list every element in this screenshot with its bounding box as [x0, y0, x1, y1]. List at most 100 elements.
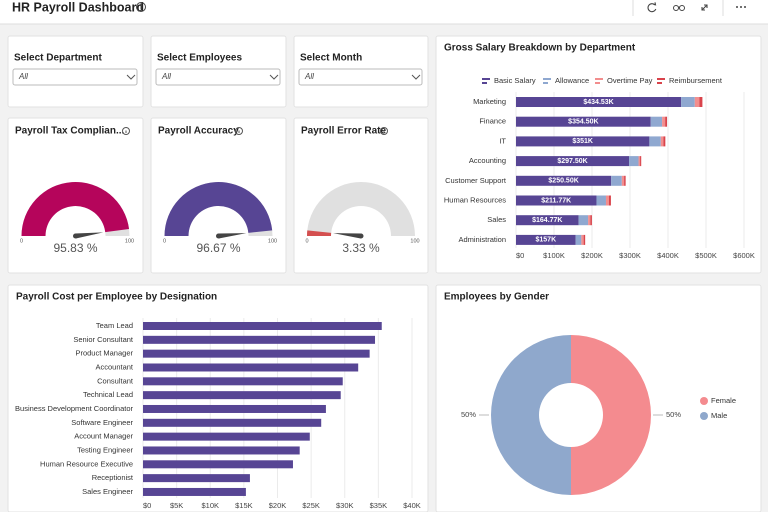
y-tick-label: Receptionist [92, 473, 134, 482]
legend-label[interactable]: Female [711, 396, 736, 405]
bar-segment [694, 97, 700, 107]
chart-title: Payroll Accuracy [158, 126, 239, 137]
y-tick-label: Accounting [469, 156, 506, 165]
bar-segment [516, 116, 651, 127]
legend-label[interactable]: Male [711, 411, 727, 420]
legend-label[interactable]: Basic Salary [494, 76, 536, 85]
legend-marker [700, 412, 708, 420]
gauge-value-label: 3.33 % [342, 241, 380, 255]
legend-swatch [595, 78, 603, 80]
data-label: $354.50K [568, 119, 598, 126]
header-bar [0, 0, 768, 24]
legend-swatch [657, 78, 665, 80]
gauge-needle-hub [358, 233, 364, 239]
chart-title: Payroll Error Rate [301, 126, 386, 137]
gauge-tick-label: 100 [268, 238, 277, 244]
bar [143, 391, 341, 400]
y-tick-label: Customer Support [445, 176, 507, 185]
dropdown[interactable] [298, 68, 423, 86]
dropdown-value: All [161, 72, 171, 81]
gauge-tick-label: 100 [125, 238, 134, 244]
gauge-tick-label: 100 [410, 238, 419, 244]
y-tick-label: Technical Lead [83, 390, 133, 399]
filter-label: Select Month [300, 53, 362, 64]
bar-segment [665, 116, 668, 127]
bar-segment [516, 215, 579, 226]
bar-segment [681, 97, 695, 107]
dropdown[interactable] [155, 68, 281, 86]
bar-segment [516, 156, 630, 167]
chart-title: Employees by Gender [444, 292, 549, 303]
gauge-tick-label: 0 [20, 238, 23, 244]
dropdown[interactable] [12, 68, 138, 86]
legend-label[interactable]: Overtime Pay [607, 76, 653, 85]
legend-label[interactable]: Allowance [555, 76, 589, 85]
x-tick-label: $0 [516, 251, 524, 260]
data-label: $211.77K [541, 197, 571, 204]
bar-segment [699, 97, 703, 107]
y-tick-label: Accountant [95, 362, 133, 371]
bar [143, 474, 250, 483]
bar-segment [624, 175, 626, 186]
bar-segment [516, 195, 597, 206]
gauge-tick-label: 0 [305, 238, 308, 244]
bar-segment [578, 215, 589, 226]
bar-segment [663, 136, 666, 147]
chart-title: Payroll Cost per Employee by Designation [16, 292, 217, 303]
bar [143, 432, 310, 441]
gauge-needle-hub [216, 233, 221, 239]
legend-swatch [595, 82, 600, 84]
bar-segment [650, 116, 663, 127]
bar-segment [575, 234, 582, 245]
refresh-button[interactable] [647, 2, 657, 13]
y-tick-label: Marketing [473, 97, 506, 106]
y-tick-label: Sales [487, 215, 506, 224]
expand-button[interactable] [701, 4, 708, 11]
data-label: $351K [572, 138, 593, 145]
data-label: $250.50K [548, 178, 578, 185]
gauge-needle [75, 232, 104, 239]
info-icon[interactable] [380, 127, 388, 135]
data-label: $157K [536, 237, 557, 244]
gauge-needle [218, 233, 247, 239]
x-tick-label: $500K [695, 251, 717, 260]
legend-swatch [657, 82, 662, 84]
legend-marker [700, 397, 708, 405]
filter-label: Select Employees [157, 53, 242, 64]
data-label: $297.50K [557, 158, 587, 165]
bar-segment [516, 234, 576, 245]
y-tick-label: Senior Consultant [73, 335, 134, 344]
x-tick-label: $35K [370, 501, 388, 510]
legend-label[interactable]: Reimbursement [669, 76, 723, 85]
y-tick-label: Consultant [97, 376, 134, 385]
bar-segment [583, 234, 586, 245]
info-icon[interactable] [122, 127, 130, 135]
y-tick-label: Finance [479, 117, 506, 126]
bar [143, 404, 326, 413]
y-tick-label: Human Resources [444, 195, 506, 204]
bar-segment [609, 195, 611, 206]
bar-segment [649, 136, 661, 147]
legend-swatch [543, 82, 548, 84]
y-tick-label: Account Manager [74, 432, 133, 441]
x-tick-label: $25K [302, 501, 320, 510]
data-label: $434.53K [583, 99, 613, 106]
bar-segment [516, 97, 682, 107]
bar [143, 487, 246, 496]
info-icon[interactable] [136, 2, 146, 12]
x-tick-label: $100K [543, 251, 565, 260]
chart-title: Payroll Tax Complian... [15, 126, 125, 137]
bar-segment [640, 156, 642, 167]
dropdown-chevron [411, 74, 421, 80]
view-button[interactable] [673, 5, 685, 11]
header-title: HR Payroll Dashboard [12, 0, 144, 14]
bar-segment [629, 156, 639, 167]
data-label: $164.77K [532, 217, 562, 224]
gauge-needle [333, 233, 362, 239]
x-tick-label: $30K [336, 501, 354, 510]
bar-segment [605, 195, 610, 206]
bar [143, 446, 300, 455]
more-button[interactable] [736, 6, 746, 8]
info-icon[interactable] [235, 127, 243, 135]
